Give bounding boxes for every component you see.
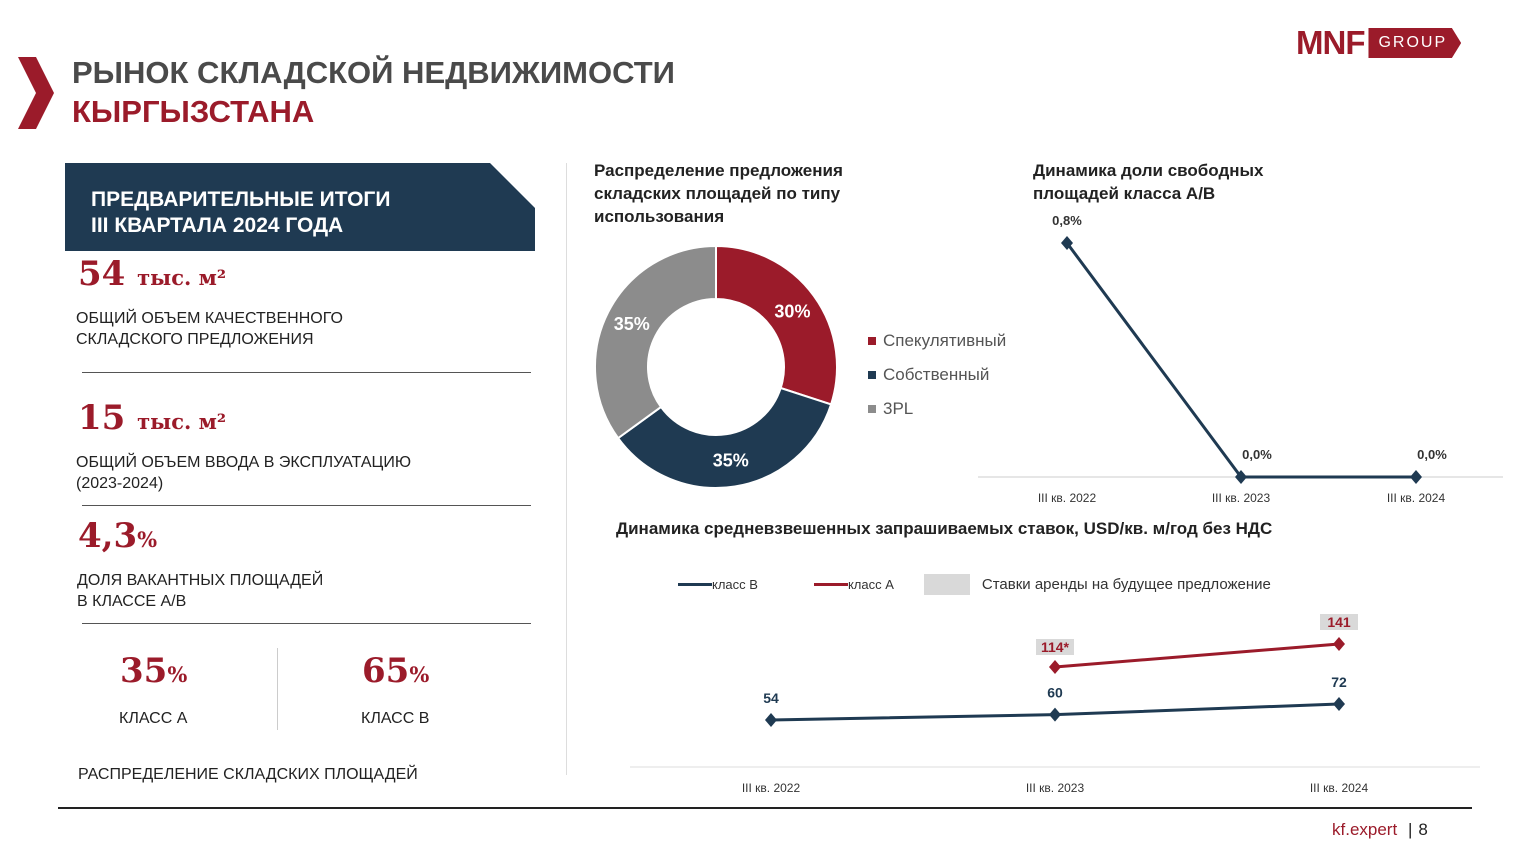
- x-tick-label: III кв. 2023: [1212, 491, 1271, 505]
- data-label: 60: [1047, 685, 1063, 701]
- divider: [82, 372, 531, 373]
- class-a-label: КЛАСС А: [119, 710, 188, 727]
- data-label: 0,0%: [1242, 447, 1272, 462]
- stat-new-value: 15 тыс. м²: [78, 398, 227, 438]
- legend-swatch: [868, 337, 876, 345]
- stat-new-desc: ОБЩИЙ ОБЪЕМ ВВОДА В ЭКСПЛУАТАЦИЮ (2023-20…: [76, 454, 412, 492]
- class-a-value: 35%: [120, 651, 188, 691]
- x-tick-label: III кв. 2024: [1387, 491, 1446, 505]
- data-point: [1235, 470, 1247, 484]
- data-label: 114*: [1041, 639, 1070, 655]
- data-point: [1049, 660, 1061, 674]
- rates-legend: класс В класс А Ставки аренды на будущее…: [678, 574, 1271, 595]
- donut-title: Распределение предложения складских площа…: [594, 161, 843, 226]
- legend-swatch-future: [923, 574, 970, 595]
- legend-swatch: [868, 405, 876, 413]
- stat-vacancy-value: 4,3%: [78, 516, 158, 556]
- page-title: РЫНОК СКЛАДСКОЙ НЕДВИЖИМОСТИ: [72, 55, 675, 90]
- x-tick-label: III кв. 2022: [1038, 491, 1097, 505]
- slice-label: 35%: [614, 314, 650, 334]
- legend-line-a: [813, 583, 848, 586]
- footer-site[interactable]: kf.expert: [1332, 820, 1398, 839]
- data-point: [1410, 470, 1422, 484]
- divider: [566, 163, 567, 775]
- x-tick-label: III кв. 2024: [1310, 781, 1369, 795]
- data-label: 72: [1331, 674, 1347, 690]
- data-point: [1049, 707, 1061, 722]
- divider: [82, 623, 531, 624]
- slice-label: 30%: [774, 301, 810, 321]
- legend-item: Спекулятивный: [868, 324, 1006, 358]
- legend-swatch: [868, 371, 876, 379]
- series-line-a: [1054, 642, 1340, 669]
- data-label: 141: [1327, 614, 1351, 630]
- data-point: [1061, 236, 1073, 250]
- stat-vacancy-desc: ДОЛЯ ВАКАНТНЫХ ПЛОЩАДЕЙ В КЛАССЕ А/В: [77, 572, 324, 610]
- x-tick-label: III кв. 2023: [1026, 781, 1085, 795]
- future-rate-bg: [1320, 614, 1358, 630]
- slice-label: 35%: [713, 450, 749, 470]
- x-tick-label: III кв. 2022: [742, 781, 801, 795]
- divider: [82, 505, 531, 506]
- legend-line-b: [678, 583, 712, 586]
- divider: [277, 648, 278, 730]
- data-label: 0,0%: [1417, 447, 1447, 462]
- future-rate-bg: [1036, 639, 1074, 655]
- page-subtitle: КЫРГЫЗСТАНА: [72, 94, 315, 129]
- class-b-value: 65%: [362, 651, 430, 691]
- page-number: 8: [1418, 820, 1428, 839]
- legend-item: Собственный: [868, 358, 1006, 392]
- vacancy-chart-title: Динамика доли свободных площадей класса А…: [1033, 161, 1264, 203]
- donut-slice: [594, 244, 717, 440]
- rates-chart: 54 60 72 114* 141 III кв. 2022 III кв. 2023 III…: [630, 614, 1480, 795]
- stat-total-value: 54 тыс. м²: [78, 254, 227, 294]
- class-b-label: КЛАСС В: [361, 710, 430, 727]
- rates-chart-title: Динамика средневзвешенных запрашиваемых …: [616, 519, 1273, 538]
- data-point: [1333, 697, 1345, 711]
- data-label: 0,8%: [1052, 213, 1082, 228]
- vacancy-line: [1065, 242, 1416, 479]
- legend-item: 3PL: [868, 392, 1006, 426]
- footer-rule: [58, 807, 1472, 809]
- data-label: 54: [763, 690, 779, 706]
- distribution-label: РАСПРЕДЕЛЕНИЕ СКЛАДСКИХ ПЛОЩАДЕЙ: [78, 766, 418, 783]
- stat-total-desc: ОБЩИЙ ОБЪЕМ КАЧЕСТВЕННОГО СКЛАДСКОГО ПРЕД…: [76, 310, 343, 348]
- logo: MNF GROUP: [1296, 24, 1462, 62]
- donut-legend: Спекулятивный Собственный 3PL: [868, 324, 1006, 426]
- footer: kf.expert | 8: [1332, 820, 1428, 839]
- donut-chart: 30% 35% 35%: [594, 244, 838, 489]
- donut-slice: [715, 244, 838, 406]
- vacancy-chart: 0,8% III кв. 2022 0,0% III кв. 2023 0,0% III …: [978, 213, 1503, 505]
- data-point: [1333, 637, 1345, 651]
- chevron-icon: [18, 57, 54, 129]
- summary-header: ПРЕДВАРИТЕЛЬНЫЕ ИТОГИ III КВАРТАЛА 2024 Г…: [65, 163, 535, 251]
- data-point: [765, 713, 777, 727]
- donut-slice: [616, 386, 833, 489]
